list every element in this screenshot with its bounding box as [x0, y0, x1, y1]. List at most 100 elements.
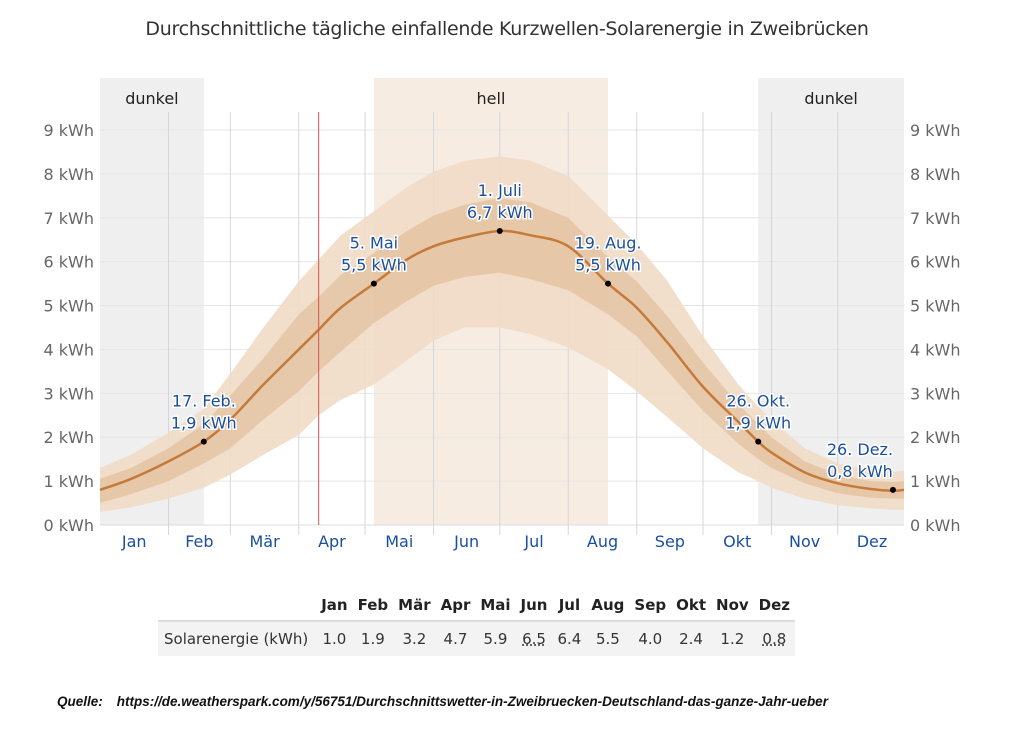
- season-label-hell: hell: [477, 89, 506, 108]
- cell-value: 1.0: [322, 630, 347, 648]
- y-tick-label-left: 3 kWh: [44, 384, 95, 403]
- column-header-nov: Nov: [716, 596, 749, 614]
- cell-value: 2.4: [679, 630, 703, 648]
- x-tick-label-month: Sep: [655, 532, 685, 551]
- x-tick-label-month: Jun: [453, 532, 479, 551]
- annotation-date: 5. Mai: [350, 234, 398, 253]
- x-tick-label-month: Mai: [385, 532, 413, 551]
- table-cell: 2.4: [671, 621, 712, 656]
- y-tick-label-right: 2 kWh: [910, 428, 961, 447]
- column-header-jun: Jun: [520, 596, 548, 614]
- table-cell: 3.2: [393, 621, 436, 656]
- table-header-row: Jan Feb Mär Apr Mai Jun Jul Aug Sep Okt Nov Dez: [158, 592, 795, 621]
- column-header-jan: Jan: [321, 596, 348, 614]
- annotation-value: 5,5 kWh: [575, 256, 641, 275]
- annotation-value: 1,9 kWh: [725, 414, 791, 433]
- cell-value: 1.9: [360, 630, 385, 648]
- table-cell: 1.9: [352, 621, 394, 656]
- y-tick-label-right: 4 kWh: [910, 340, 961, 359]
- cell-value: 1.2: [720, 630, 745, 648]
- column-header-apr: Apr: [440, 596, 471, 614]
- y-tick-label-left: 8 kWh: [44, 165, 95, 184]
- band-10-90-percentile: [100, 156, 904, 512]
- table-cell: 0.8: [753, 621, 796, 656]
- column-header-sep: Sep: [634, 596, 667, 614]
- column-header-feb: Feb: [357, 596, 389, 614]
- table-cell: 4.7: [435, 621, 476, 656]
- average-line: [99, 229, 905, 493]
- column-header-mär: Mär: [398, 596, 431, 614]
- season-label-dunkel: dunkel: [125, 89, 178, 108]
- annotation-point: [889, 486, 896, 493]
- cell-value: 0.8: [762, 630, 787, 648]
- cell-value: 4.0: [638, 630, 663, 648]
- y-tick-label-right: 6 kWh: [910, 253, 961, 272]
- x-tick-label-month: Mär: [249, 532, 280, 551]
- table-row: Solarenergie (kWh) 1.0 1.9 3.2 4.7 5.9 6.5 6.4…: [158, 621, 796, 656]
- annotation-point: [200, 438, 207, 445]
- annotation-point: [605, 280, 612, 287]
- band-25-75-percentile: [100, 198, 904, 504]
- y-tick-label-left: 6 kWh: [44, 253, 95, 272]
- y-tick-label-right: 5 kWh: [910, 297, 961, 316]
- table-corner: [158, 592, 316, 621]
- column-header-dez: Dez: [758, 596, 791, 614]
- y-tick-label-right: 3 kWh: [910, 384, 961, 403]
- annotation-date: 1. Juli: [478, 181, 522, 200]
- y-tick-label-left: 2 kWh: [44, 428, 95, 447]
- cell-value: 5.5: [595, 630, 620, 648]
- cell-value: 3.2: [402, 630, 427, 648]
- y-tick-label-right: 0 kWh: [910, 516, 961, 535]
- annotation-value: 0,8 kWh: [827, 462, 893, 481]
- source-line: Quelle: https://de.weatherspark.com/y/567…: [57, 694, 828, 709]
- annotation-date: 26. Okt.: [726, 392, 790, 411]
- chart-title: Durchschnittliche tägliche einfallende K…: [145, 18, 869, 40]
- y-tick-label-left: 4 kWh: [44, 340, 95, 359]
- table-cell: 5.9: [475, 621, 516, 656]
- source-label: Quelle:: [57, 694, 103, 709]
- x-tick-label-month: Feb: [185, 532, 213, 551]
- table-cell: 5.5: [586, 621, 630, 656]
- season-label-dunkel: dunkel: [804, 89, 857, 108]
- x-tick-label-month: Dez: [857, 532, 888, 551]
- y-tick-label-right: 9 kWh: [910, 121, 961, 140]
- y-tick-label-left: 1 kWh: [44, 472, 95, 491]
- source-url[interactable]: https://de.weatherspark.com/y/56751/Durc…: [116, 694, 828, 709]
- x-tick-label-month: Jul: [523, 532, 543, 551]
- column-header-mai: Mai: [480, 596, 511, 614]
- annotation-point: [370, 280, 377, 287]
- table-cell: 6.5: [515, 621, 553, 656]
- table-cell: 1.2: [711, 621, 754, 656]
- y-tick-label-left: 9 kWh: [44, 121, 95, 140]
- annotation-point: [496, 227, 503, 234]
- table-cell: 6.4: [552, 621, 587, 656]
- annotation-date: 17. Feb.: [172, 392, 236, 411]
- y-tick-label-right: 8 kWh: [910, 165, 961, 184]
- y-tick-label-left: 7 kWh: [44, 209, 95, 228]
- table-cell: 4.0: [629, 621, 672, 656]
- annotation-date: 19. Aug.: [575, 234, 642, 253]
- y-tick-label-right: 1 kWh: [910, 472, 961, 491]
- monthly-solar-table: Jan Feb Mär Apr Mai Jun Jul Aug Sep Okt Nov Dez Sol…: [158, 592, 796, 656]
- column-header-okt: Okt: [676, 596, 707, 614]
- cell-value: 5.9: [483, 630, 508, 648]
- cell-value: 4.7: [443, 630, 468, 648]
- x-tick-label-month: Apr: [318, 532, 346, 551]
- y-tick-label-right: 7 kWh: [910, 209, 961, 228]
- x-tick-label-month: Nov: [789, 532, 820, 551]
- x-tick-label-month: Jan: [121, 532, 147, 551]
- column-header-jul: Jul: [558, 596, 581, 614]
- column-header-aug: Aug: [591, 596, 625, 614]
- cell-value: 6.4: [557, 630, 582, 648]
- row-label: Solarenergie (kWh): [158, 621, 317, 656]
- y-tick-label-left: 0 kWh: [44, 516, 95, 535]
- table-cell: 1.0: [316, 621, 353, 656]
- annotation-value: 5,5 kWh: [341, 256, 407, 275]
- y-tick-label-left: 5 kWh: [44, 297, 95, 316]
- annotation-date: 26. Dez.: [827, 440, 893, 459]
- annotation-point: [755, 438, 762, 445]
- annotation-value: 1,9 kWh: [171, 414, 237, 433]
- x-tick-label-month: Okt: [723, 532, 751, 551]
- cell-value: 6.5: [522, 630, 546, 648]
- annotation-value: 6,7 kWh: [467, 203, 533, 222]
